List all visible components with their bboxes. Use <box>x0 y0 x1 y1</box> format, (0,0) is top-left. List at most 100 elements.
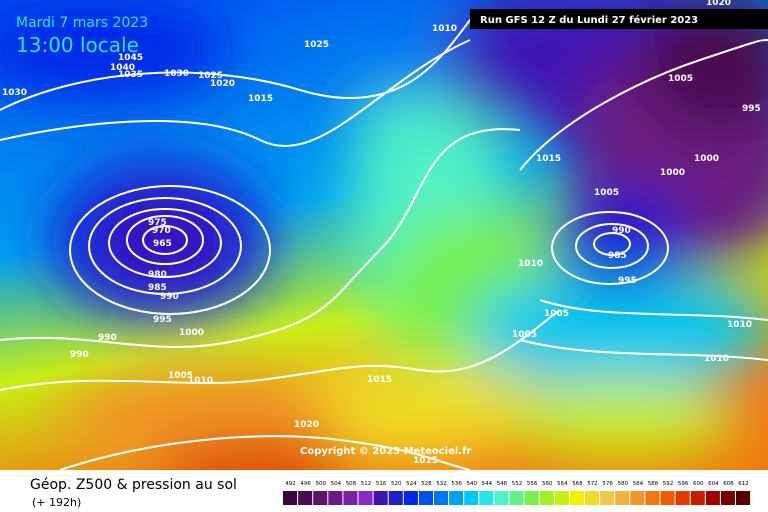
legend-swatch <box>403 491 418 505</box>
legend-swatch <box>539 491 554 505</box>
isobar-label: 1000 <box>694 154 719 164</box>
legend-label: 568 <box>572 481 583 487</box>
local-time: 13:00 locale <box>16 33 139 57</box>
legend-label: 516 <box>376 481 387 487</box>
legend-label: 596 <box>678 481 689 487</box>
legend-swatch <box>449 491 464 505</box>
legend-label: 556 <box>527 481 538 487</box>
legend-swatch <box>464 491 479 505</box>
isobar-label: 1020 <box>294 420 319 430</box>
isobar-label: 995 <box>153 315 172 325</box>
legend: 492 496 500 504 508 512 516 520 524 528 532 536 540 5… <box>283 481 751 505</box>
isobar-label: 1010 <box>188 376 213 386</box>
legend-label: 592 <box>663 481 674 487</box>
isobar-label: 1025 <box>198 71 223 81</box>
legend-swatch <box>388 491 403 505</box>
isobar-label: 1020 <box>706 0 731 8</box>
legend-label: 552 <box>512 481 523 487</box>
isobar-label: 1005 <box>512 330 537 340</box>
isobar-label: 995 <box>742 104 761 114</box>
legend-swatch <box>585 491 600 505</box>
legend-label: 524 <box>406 481 417 487</box>
legend-label: 544 <box>482 481 493 487</box>
isobar-label: 995 <box>618 276 637 286</box>
legend-label: 492 <box>285 481 296 487</box>
legend-swatch <box>434 491 449 505</box>
isobar-label: 1030 <box>2 88 27 98</box>
legend-label: 604 <box>708 481 719 487</box>
date: Mardi 7 mars 2023 <box>16 15 148 31</box>
isobar-label: 1010 <box>518 259 543 269</box>
isobar-label: 990 <box>612 226 631 236</box>
footer-lead: (+ 192h) <box>32 496 81 509</box>
legend-label: 520 <box>391 481 402 487</box>
legend-swatch <box>494 491 509 505</box>
isobar-label: 1035 <box>118 70 143 80</box>
isobar-label: 970 <box>152 226 171 236</box>
isobar-label: 1005 <box>544 309 569 319</box>
legend-label: 512 <box>361 481 372 487</box>
legend-label: 528 <box>421 481 432 487</box>
isobar-label: 1000 <box>660 168 685 178</box>
legend-swatch <box>418 491 433 505</box>
isobar-label: 1015 <box>536 154 561 164</box>
legend-swatch <box>690 491 705 505</box>
legend-swatch <box>509 491 524 505</box>
isobar-label: 1010 <box>727 320 752 330</box>
isobar-label: 1000 <box>179 328 204 338</box>
legend-label: 548 <box>497 481 508 487</box>
legend-swatch <box>283 491 298 505</box>
isobar-label: 1030 <box>164 69 189 79</box>
legend-swatch <box>479 491 494 505</box>
legend-swatch <box>554 491 569 505</box>
legend-label: 500 <box>316 481 327 487</box>
legend-label: 504 <box>331 481 342 487</box>
legend-swatch <box>630 491 645 505</box>
copyright: Copyright © 2023 Meteociel.fr <box>300 446 471 457</box>
legend-label: 576 <box>602 481 613 487</box>
isobar-label: 1010 <box>704 354 729 364</box>
legend-swatch <box>298 491 313 505</box>
isobar-label: 1005 <box>168 371 193 381</box>
isobar-label: 985 <box>608 251 627 261</box>
legend-label: 612 <box>738 481 749 487</box>
isobar-label: 990 <box>98 333 117 343</box>
isobar-label: 990 <box>160 292 179 302</box>
legend-label: 580 <box>618 481 629 487</box>
footer-title: Géop. Z500 & pression au sol <box>30 477 237 493</box>
legend-swatch <box>736 491 751 505</box>
legend-swatch <box>343 491 358 505</box>
isobar-label: 1025 <box>304 40 329 50</box>
legend-swatch <box>660 491 675 505</box>
legend-label: 540 <box>467 481 478 487</box>
legend-swatch <box>645 491 660 505</box>
isobar-label: 1015 <box>248 94 273 104</box>
legend-swatch <box>720 491 735 505</box>
isobar-label: 1005 <box>668 74 693 84</box>
legend-swatch <box>675 491 690 505</box>
legend-label: 600 <box>693 481 704 487</box>
legend-label: 608 <box>723 481 734 487</box>
legend-label: 496 <box>300 481 311 487</box>
legend-label: 508 <box>346 481 357 487</box>
isobar-label: 1005 <box>594 188 619 198</box>
legend-swatch <box>373 491 388 505</box>
isobar-label: 985 <box>148 283 167 293</box>
legend-label: 584 <box>633 481 644 487</box>
isobar-label: 1040 <box>110 63 135 73</box>
legend-swatch <box>328 491 343 505</box>
legend-swatch <box>313 491 328 505</box>
legend-swatch <box>524 491 539 505</box>
map-field <box>0 0 768 470</box>
isobar-label: 1010 <box>432 24 457 34</box>
legend-swatch <box>705 491 720 505</box>
isobar-label: 990 <box>70 350 89 360</box>
isobar-label: 1020 <box>210 79 235 89</box>
legend-swatch <box>600 491 615 505</box>
legend-label: 532 <box>436 481 447 487</box>
run-info: Run GFS 12 Z du Lundi 27 février 2023 <box>480 14 698 26</box>
legend-label: 536 <box>451 481 462 487</box>
